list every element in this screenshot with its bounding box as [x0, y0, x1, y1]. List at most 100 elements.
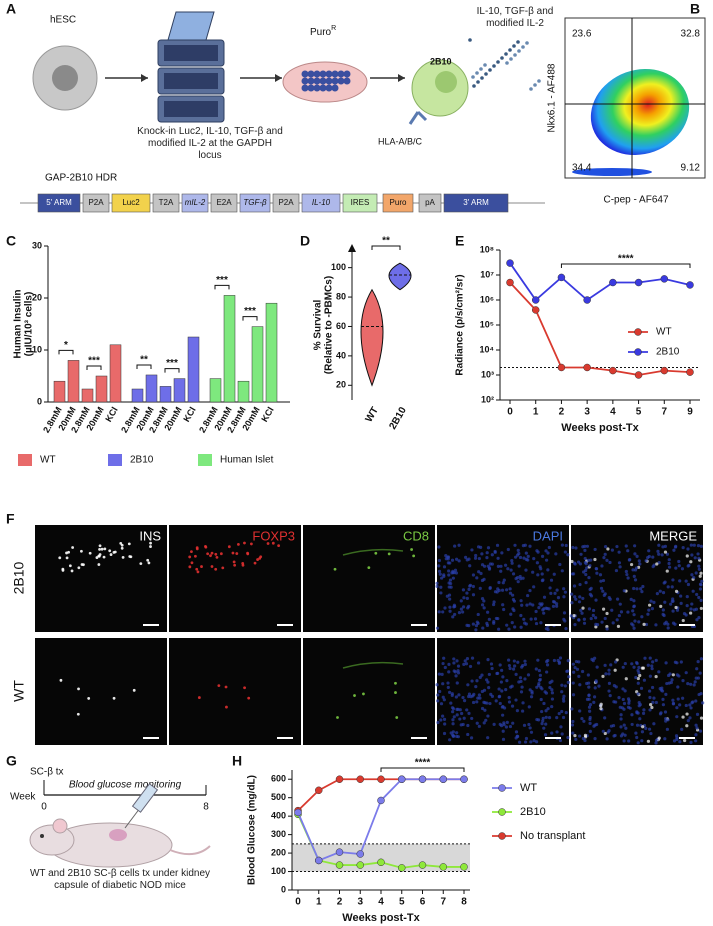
signal [513, 625, 517, 629]
signal [508, 666, 512, 671]
signal [472, 692, 476, 696]
signal [573, 562, 577, 566]
signal [149, 545, 152, 548]
signal [690, 701, 694, 705]
signal [552, 572, 556, 576]
secreted-dot [509, 57, 513, 61]
signal [649, 599, 653, 603]
signal [623, 733, 627, 737]
signal [560, 543, 564, 547]
signal [448, 609, 452, 613]
signal [502, 607, 506, 612]
signal [515, 734, 519, 738]
x-tick-label: 1 [316, 897, 322, 908]
quadrant-value: 34.4 [572, 163, 592, 174]
signal [681, 618, 685, 623]
signal [642, 678, 646, 682]
signal [693, 680, 697, 684]
signal [477, 724, 481, 728]
signal [593, 737, 597, 741]
signal [583, 733, 588, 737]
mouse-eye [40, 834, 44, 838]
signal [561, 697, 566, 701]
signal [677, 559, 681, 564]
device-screen [164, 101, 218, 117]
signal [618, 565, 622, 569]
signal [676, 697, 680, 701]
signal [485, 551, 489, 555]
mouse-ear [52, 818, 68, 834]
signal [655, 592, 659, 596]
sig-bracket [560, 263, 691, 268]
violin [388, 262, 412, 291]
signal [551, 604, 556, 608]
signal [256, 558, 259, 561]
signal [649, 731, 653, 736]
signal [451, 722, 455, 726]
signal [661, 612, 665, 617]
g-end: 8 [203, 802, 209, 813]
signal [638, 562, 642, 566]
colony-cell [307, 70, 315, 78]
signal [501, 675, 505, 679]
signal [253, 561, 257, 565]
legend-label: WT [656, 327, 672, 338]
signal [548, 685, 552, 690]
series-point [418, 861, 427, 869]
signal [540, 572, 544, 576]
signal [436, 699, 440, 703]
signal [481, 626, 485, 630]
signal [504, 725, 509, 729]
series-point [377, 858, 385, 867]
legend-marker [498, 832, 506, 840]
signal [571, 731, 575, 735]
signal [679, 601, 683, 605]
signal [581, 545, 585, 549]
signal [473, 556, 478, 560]
secreted-dot [508, 48, 512, 52]
legend-swatch [18, 454, 32, 466]
colony-cell [325, 77, 333, 85]
signal [519, 690, 524, 694]
signal [451, 576, 455, 580]
signal [518, 740, 522, 744]
signal [523, 543, 527, 547]
sig-bracket [164, 368, 180, 373]
signal [565, 669, 569, 674]
signal [497, 695, 501, 699]
signal [519, 613, 523, 618]
signal [486, 714, 490, 718]
series-point [583, 296, 591, 304]
signal [638, 717, 642, 721]
signal-streak [342, 661, 404, 669]
colony-cell [331, 84, 339, 92]
signal [628, 706, 632, 710]
signal [542, 726, 546, 730]
signal [515, 576, 520, 580]
signal [496, 556, 500, 560]
signal [474, 628, 478, 632]
signal [395, 716, 399, 719]
y-axis-label: (Relative to -PBMCs) [324, 276, 335, 374]
signal [530, 690, 534, 694]
colony-cell [331, 70, 339, 78]
micrograph [169, 525, 301, 632]
signal [661, 697, 665, 701]
panel-letter: F [6, 511, 15, 527]
signal [564, 711, 568, 715]
signal [649, 703, 653, 707]
signal [523, 662, 527, 667]
signal [566, 680, 570, 684]
signal [488, 701, 492, 706]
signal [580, 669, 585, 674]
secreted-dot [517, 49, 521, 53]
signal [507, 696, 511, 700]
y-tick-label: 0 [281, 884, 286, 894]
series-point [418, 775, 427, 783]
signal [509, 612, 513, 616]
signal [76, 712, 80, 716]
construct-segment [210, 193, 238, 213]
signal [648, 708, 652, 712]
signal [612, 700, 616, 704]
syringe-barrel [131, 783, 159, 813]
